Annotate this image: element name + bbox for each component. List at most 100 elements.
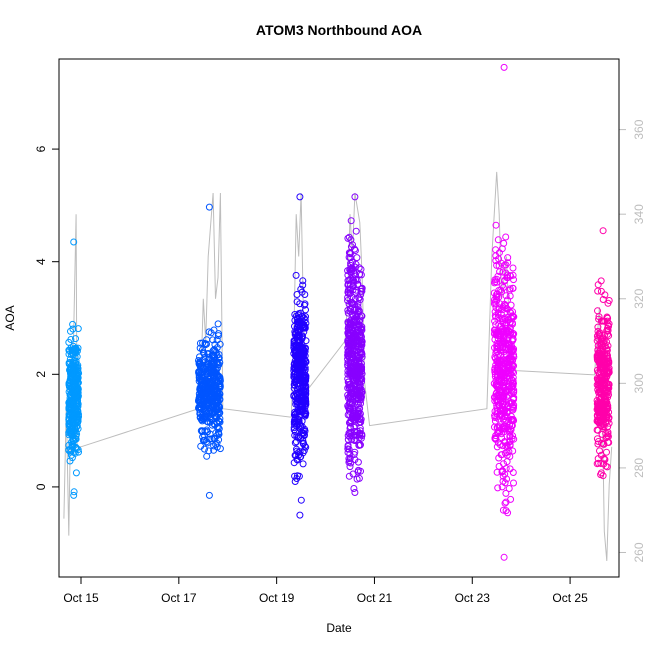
data-point xyxy=(500,261,508,269)
data-point xyxy=(600,440,608,448)
data-point xyxy=(349,405,357,413)
data-point xyxy=(352,260,360,268)
data-point xyxy=(302,313,309,321)
data-point xyxy=(357,344,365,352)
data-point xyxy=(344,449,352,456)
data-point xyxy=(500,359,508,367)
data-point xyxy=(503,458,511,466)
data-point xyxy=(70,491,78,499)
data-point xyxy=(206,397,214,405)
data-point xyxy=(213,336,221,344)
data-point xyxy=(198,428,206,436)
data-point xyxy=(597,277,605,285)
data-point xyxy=(597,460,605,467)
data-point xyxy=(505,363,513,371)
data-point xyxy=(491,326,499,334)
secondary-line xyxy=(63,171,613,561)
data-point xyxy=(347,217,355,225)
data-point xyxy=(299,281,307,289)
data-point xyxy=(499,467,507,475)
data-point xyxy=(299,406,307,414)
data-point xyxy=(358,284,366,292)
data-point xyxy=(493,397,501,405)
data-point xyxy=(74,325,82,333)
data-point xyxy=(506,286,514,294)
data-point xyxy=(214,332,222,340)
data-point xyxy=(69,325,77,333)
data-point xyxy=(601,456,609,464)
data-point xyxy=(300,346,308,354)
data-point xyxy=(494,236,502,244)
data-point xyxy=(502,292,510,300)
data-point xyxy=(210,442,218,450)
data-point xyxy=(498,425,505,433)
data-point xyxy=(355,474,363,482)
data-point xyxy=(348,264,356,272)
data-point xyxy=(291,472,299,480)
data-point xyxy=(290,337,298,345)
data-point xyxy=(505,380,513,388)
data-point xyxy=(214,406,222,414)
data-point xyxy=(491,435,499,443)
data-point xyxy=(67,336,75,343)
data-point xyxy=(215,398,223,406)
data-point xyxy=(301,291,309,298)
data-point xyxy=(603,373,611,381)
data-point xyxy=(599,227,607,235)
data-point xyxy=(349,282,357,290)
data-point xyxy=(298,417,306,425)
data-point xyxy=(295,472,303,480)
data-point xyxy=(292,271,300,279)
data-point xyxy=(358,388,365,396)
data-point xyxy=(349,300,357,308)
data-point xyxy=(344,234,352,242)
data-point xyxy=(358,325,366,333)
y-tick-label: 0 xyxy=(34,483,48,490)
data-point xyxy=(502,233,510,241)
data-point xyxy=(72,335,79,343)
data-point xyxy=(509,469,517,476)
data-point xyxy=(75,448,82,456)
data-point xyxy=(348,415,356,423)
data-point xyxy=(295,448,302,456)
data-point xyxy=(605,297,613,304)
data-point xyxy=(495,320,503,328)
data-point xyxy=(498,325,506,333)
scatter-points xyxy=(65,63,613,561)
y-tick-label: 2 xyxy=(34,371,48,378)
series-2 xyxy=(195,203,224,499)
data-point xyxy=(594,307,601,315)
data-point xyxy=(594,376,602,384)
data-point xyxy=(354,409,361,417)
data-point xyxy=(357,265,365,273)
data-point xyxy=(215,351,223,358)
data-point xyxy=(345,249,353,257)
data-point xyxy=(351,247,359,254)
data-point xyxy=(494,484,502,492)
data-point xyxy=(302,443,310,451)
data-point xyxy=(302,337,310,345)
data-point xyxy=(211,370,219,378)
data-point xyxy=(72,395,80,403)
data-point xyxy=(505,448,513,456)
data-point xyxy=(501,449,509,457)
series-3 xyxy=(290,193,310,519)
data-point xyxy=(344,336,352,344)
data-point xyxy=(300,347,307,355)
data-point xyxy=(215,428,222,436)
data-point xyxy=(210,387,217,395)
data-point xyxy=(70,488,78,496)
data-point xyxy=(597,287,605,295)
x-tick-label: Oct 21 xyxy=(357,591,393,605)
data-point xyxy=(210,393,218,401)
data-point xyxy=(509,406,517,414)
data-point xyxy=(600,352,607,360)
data-point xyxy=(603,379,611,387)
data-point xyxy=(293,432,301,440)
data-point xyxy=(215,436,223,444)
data-point xyxy=(491,279,498,287)
data-point xyxy=(603,433,611,441)
data-point xyxy=(68,361,76,369)
data-point xyxy=(349,345,357,353)
plot-frame xyxy=(58,58,620,578)
